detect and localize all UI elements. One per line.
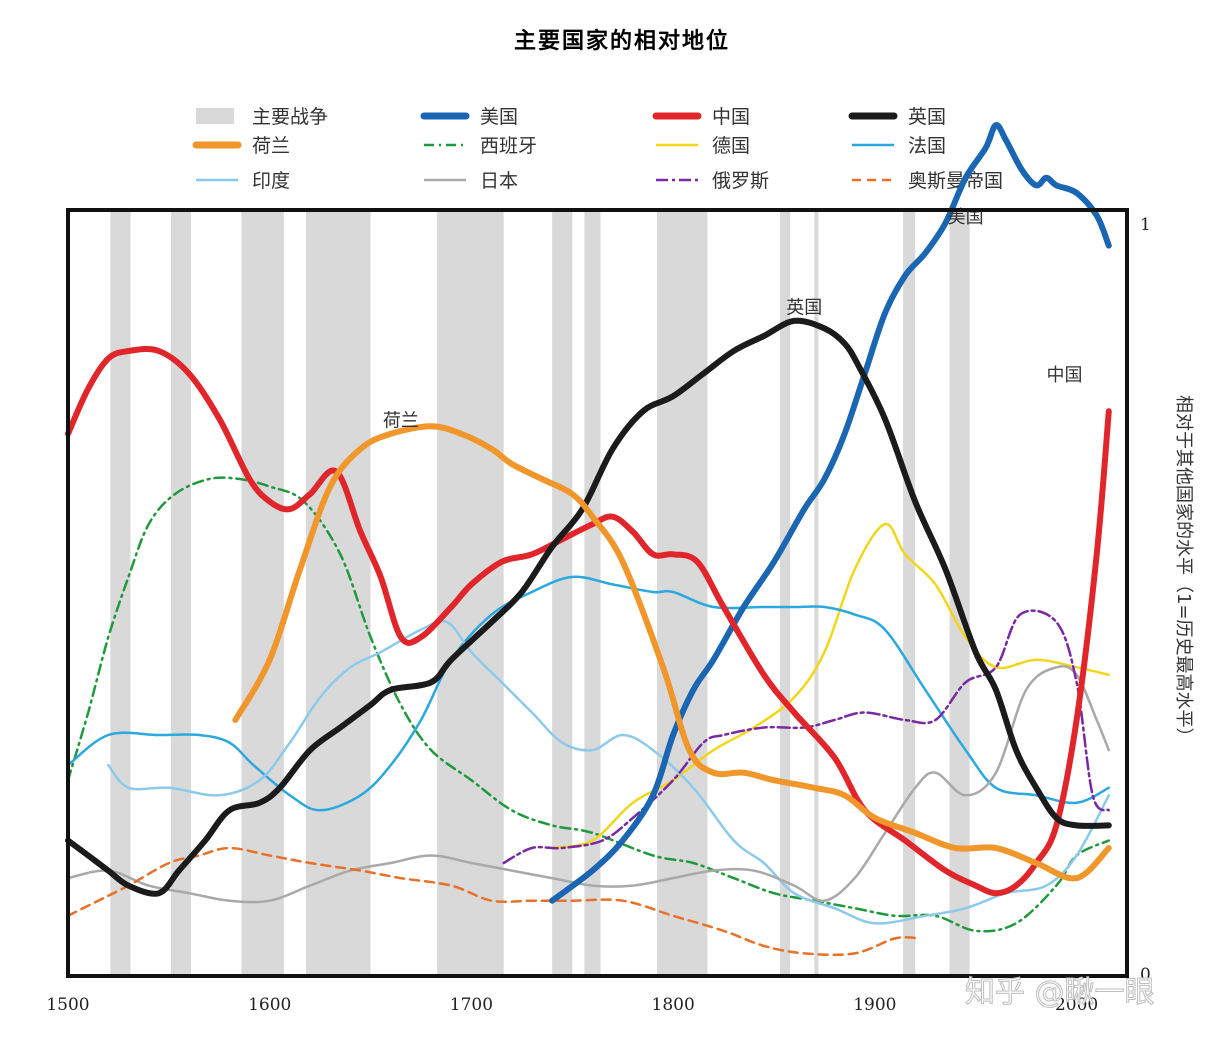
series-line [107,619,1111,925]
war-bands [110,210,970,976]
legend-label: 美国 [480,106,518,128]
legend-label: 俄罗斯 [712,170,769,192]
legend-label: 西班牙 [480,135,537,157]
annotation: 荷兰 [383,410,419,431]
series-line [66,575,1111,812]
x-tick-label: 1500 [46,995,89,1015]
war-band [584,210,601,976]
y-axis-label: 相对于其他国家的水平（1=历史最高水平） [1173,395,1194,746]
chart-title: 主要国家的相对地位 [514,28,730,54]
war-band [814,210,819,976]
war-band [657,210,708,976]
y-tick-bottom: 0 [1140,965,1151,985]
annotation: 中国 [1046,365,1082,386]
legend-label: 印度 [252,170,290,192]
annotation: 美国 [948,207,984,228]
war-band [241,210,284,976]
series-line [66,846,921,957]
legend-label: 荷兰 [252,135,290,157]
series-line [66,476,1111,933]
series-line [65,346,1112,897]
series-line [65,317,1112,897]
war-band [552,210,573,976]
annotation: 英国 [786,297,822,318]
war-band [903,210,916,976]
war-band [110,210,131,976]
watermark: 知乎 @瞅一眼 [965,975,1155,1010]
x-tick-label: 2000 [1055,995,1098,1015]
war-band [437,210,504,976]
series-line [232,423,1112,882]
plot-frame [66,208,1129,978]
legend-label: 奥斯曼帝国 [908,170,1003,192]
x-axis: 1500 1600 1700 1800 1900 2000 [46,995,1098,1015]
war-band [949,210,970,976]
y-axis-label-text: 相对于其他国家的水平（1=历史最高水平） [1173,395,1194,746]
series-line [549,122,1112,904]
x-tick-label: 1600 [248,995,291,1015]
x-tick-label: 1800 [652,995,695,1015]
legend-label: 德国 [712,135,750,157]
legend-label: 主要战争 [252,106,328,128]
legend-label: 日本 [480,170,518,192]
series-line [502,609,1111,865]
x-tick-label: 1700 [450,995,493,1015]
x-tick-label: 1900 [853,995,896,1015]
y-tick-top: 1 [1140,215,1151,235]
series-line [66,664,1111,904]
legend-label: 中国 [712,106,750,128]
legend-swatch-war [196,108,234,124]
series-lines [65,122,1112,957]
war-band [170,210,192,976]
legend-label: 法国 [908,135,946,157]
series-line [550,522,1111,850]
legend-label: 英国 [908,106,946,128]
war-band [306,210,371,976]
war-band [780,210,791,976]
